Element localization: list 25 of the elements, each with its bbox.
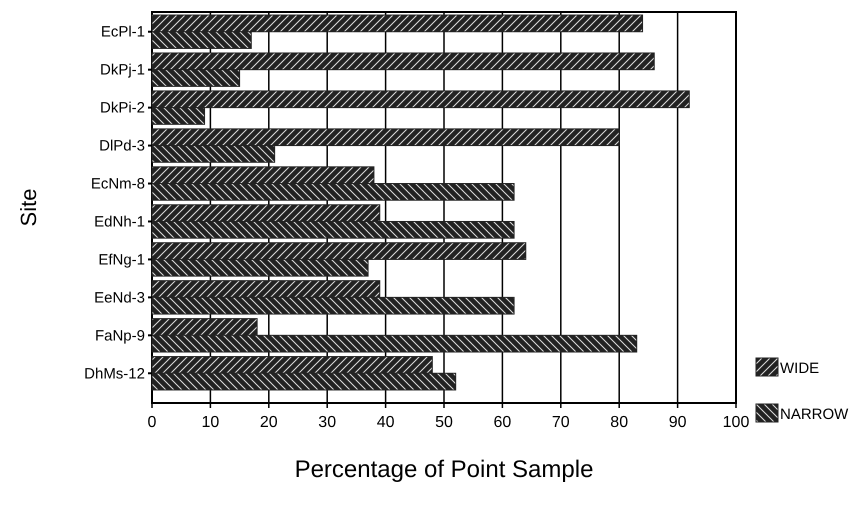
x-axis-title: Percentage of Point Sample [294,456,594,483]
y-tick-label: EfNg-1 [98,251,145,268]
y-tick-label: DkPi-2 [100,100,145,117]
x-tick-label: 90 [668,414,687,431]
x-tick-label: 10 [202,414,220,431]
x-tick-label: 20 [260,414,278,431]
x-tick-label: 70 [552,414,570,431]
y-tick-label: EdNh-1 [94,213,145,230]
x-tick-label: 50 [435,414,453,431]
x-tick-label: 30 [318,414,336,431]
y-tick-label: EcPl-1 [100,24,145,41]
y-tick-label: EeNd-3 [94,289,145,306]
x-tick-label: 80 [610,414,628,431]
y-tick-label: DkPj-1 [100,62,145,79]
legend-label: WIDE [780,360,820,377]
y-tick-label: DhMs-12 [84,365,145,382]
y-tick-label: EcNm-8 [90,176,145,193]
x-tick-label: 60 [494,414,512,431]
y-axis-title: Site [16,188,41,226]
x-tick-label: 40 [376,414,395,431]
x-tick-label: 100 [722,414,750,431]
x-tick-label: 0 [148,414,157,431]
y-tick-label: FaNp-9 [94,327,145,344]
legend-label: NARROW [780,406,850,423]
y-tick-label: DlPd-3 [99,138,145,155]
